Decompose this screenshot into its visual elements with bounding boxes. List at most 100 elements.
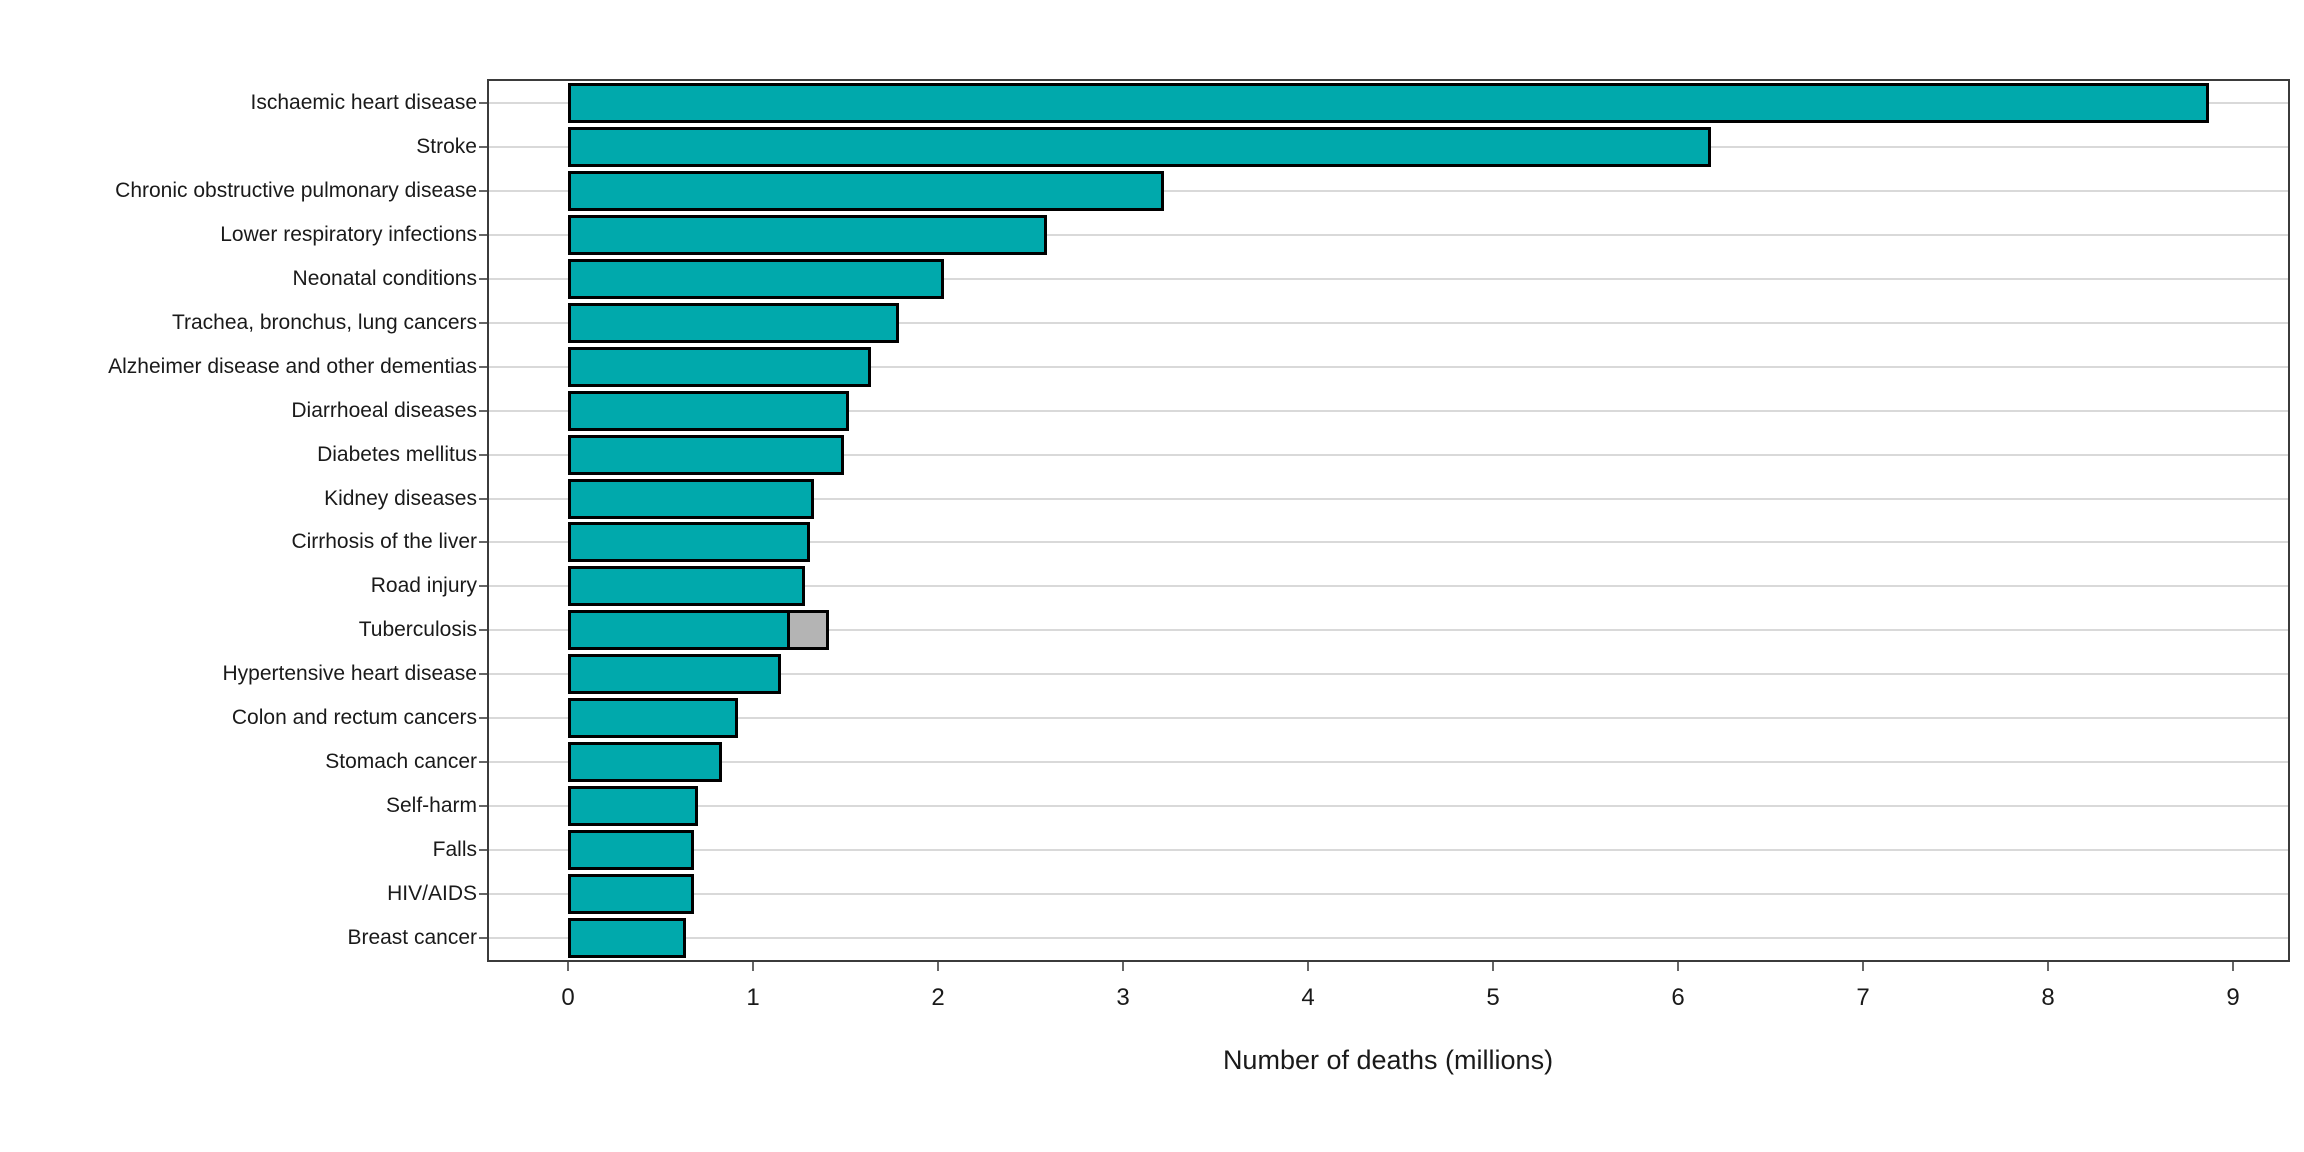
bar-diarrhoeal-diseases [568, 390, 850, 431]
x-tick-label: 3 [1116, 984, 1130, 1011]
category-label: Chronic obstructive pulmonary disease [115, 178, 477, 202]
row-gridline [489, 277, 2288, 280]
y-tick [479, 409, 487, 412]
category-label: Self-harm [385, 794, 477, 818]
category-label: Falls [432, 838, 477, 862]
bar-hypertensive-heart-disease [568, 654, 781, 695]
row-gridline [489, 189, 2288, 192]
category-label: Neonatal conditions [292, 266, 477, 290]
x-tick [1307, 962, 1309, 971]
bar-road-injury [568, 566, 805, 607]
row-gridline [489, 497, 2288, 500]
bar-neonatal-conditions [568, 258, 944, 299]
y-tick [479, 629, 487, 632]
bar-cirrhosis-of-the-liver [568, 522, 811, 563]
category-label: Cirrhosis of the liver [291, 530, 477, 554]
bar-grey-segment-tuberculosis [787, 610, 829, 651]
bar-colon-and-rectum-cancers [568, 698, 739, 739]
category-label: Colon and rectum cancers [231, 706, 477, 730]
bar-kidney-diseases [568, 478, 815, 519]
row-gridline [489, 717, 2288, 720]
x-tick-label: 6 [1671, 984, 1685, 1011]
x-axis-title: Number of deaths (millions) [1222, 1045, 1554, 1075]
x-tick [1122, 962, 1124, 971]
y-tick [479, 189, 487, 192]
category-label: Stomach cancer [325, 750, 477, 774]
x-tick-label: 5 [1486, 984, 1500, 1011]
y-tick [479, 101, 487, 104]
bar-chronic-obstructive-pulmonary-disease [568, 170, 1164, 211]
category-label: Diarrhoeal diseases [291, 398, 477, 422]
category-label: Stroke [416, 134, 477, 158]
y-tick [479, 145, 487, 148]
bar-stroke [568, 126, 1712, 167]
y-tick [479, 497, 487, 500]
y-tick [479, 673, 487, 676]
x-tick-label: 2 [931, 984, 945, 1011]
row-gridline [489, 365, 2288, 368]
row-gridline [489, 321, 2288, 324]
category-label: Trachea, bronchus, lung cancers [171, 310, 477, 334]
x-tick [1492, 962, 1494, 971]
bar-falls [568, 830, 694, 871]
y-tick [479, 321, 487, 324]
row-gridline [489, 937, 2288, 940]
bar-breast-cancer [568, 918, 687, 959]
x-tick [2047, 962, 2049, 971]
x-tick-label: 1 [746, 984, 760, 1011]
bar-alzheimer-disease-and-other-dementias [568, 346, 872, 387]
bar-trachea-bronchus-lung-cancers [568, 302, 900, 343]
category-label: Ischaemic heart disease [250, 90, 477, 114]
y-tick [479, 585, 487, 588]
y-tick [479, 849, 487, 852]
y-tick [479, 365, 487, 368]
x-tick [567, 962, 569, 971]
row-gridline [489, 849, 2288, 852]
category-label: HIV/AIDS [387, 882, 477, 906]
row-gridline [489, 585, 2288, 588]
bar-self-harm [568, 786, 698, 827]
category-label: Kidney diseases [324, 486, 477, 510]
bar-hiv-aids [568, 874, 694, 915]
y-tick [479, 805, 487, 808]
x-tick [1677, 962, 1679, 971]
bar-stomach-cancer [568, 742, 722, 783]
y-tick [479, 937, 487, 940]
row-gridline [489, 893, 2288, 896]
x-tick [1862, 962, 1864, 971]
bar-ischaemic-heart-disease [568, 82, 2209, 123]
y-tick [479, 277, 487, 280]
category-label: Alzheimer disease and other dementias [108, 354, 477, 378]
x-tick [2232, 962, 2234, 971]
row-gridline [489, 673, 2288, 676]
row-gridline [489, 761, 2288, 764]
category-label: Road injury [370, 574, 477, 598]
row-gridline [489, 805, 2288, 808]
y-tick [479, 453, 487, 456]
x-tick [752, 962, 754, 971]
y-tick [479, 233, 487, 236]
y-tick [479, 717, 487, 720]
y-tick [479, 893, 487, 896]
x-tick-label: 9 [2226, 984, 2240, 1011]
row-gridline [489, 541, 2288, 544]
row-gridline [489, 453, 2288, 456]
category-label: Diabetes mellitus [317, 442, 477, 466]
category-label: Hypertensive heart disease [222, 662, 477, 686]
x-tick-label: 7 [1856, 984, 1870, 1011]
category-label: Lower respiratory infections [220, 222, 477, 246]
y-tick [479, 761, 487, 764]
y-tick [479, 541, 487, 544]
category-label: Breast cancer [347, 926, 477, 950]
bar-diabetes-mellitus [568, 434, 844, 475]
row-gridline [489, 409, 2288, 412]
bar-tuberculosis [568, 610, 790, 651]
x-tick [937, 962, 939, 971]
category-label: Tuberculosis [358, 618, 477, 642]
row-gridline [489, 233, 2288, 236]
x-tick-label: 0 [561, 984, 575, 1011]
row-gridline [489, 629, 2288, 632]
plot-panel [487, 79, 2290, 962]
x-tick-label: 4 [1301, 984, 1315, 1011]
